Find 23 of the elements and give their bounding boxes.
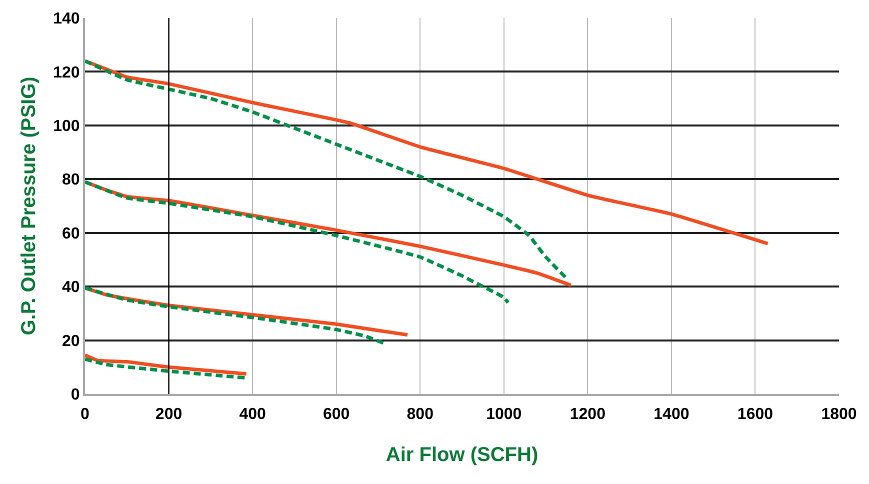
x-tick-label: 1000 — [486, 406, 522, 424]
x-axis-title: Air Flow (SCFH) — [386, 444, 538, 466]
x-tick-label: 200 — [155, 406, 182, 424]
line-series — [85, 180, 510, 304]
x-tick-label: 600 — [322, 406, 350, 424]
x-tick-label: 1800 — [821, 406, 857, 424]
x-tick-label: 1200 — [570, 406, 606, 424]
y-tick-label: 80 — [62, 172, 80, 189]
y-tick-label: 0 — [70, 386, 80, 404]
y-tick-label: 60 — [62, 225, 80, 242]
line-series — [85, 59, 568, 280]
x-tick-label: 1400 — [654, 406, 690, 424]
y-tick-label: 140 — [53, 10, 80, 28]
x-tick-label: 1600 — [737, 406, 774, 424]
line-series — [85, 59, 770, 246]
x-tick-label: 800 — [406, 406, 434, 424]
y-tick-label: 100 — [53, 118, 80, 136]
y-tick-label: 40 — [62, 279, 80, 296]
y-tick-label: 120 — [53, 64, 80, 82]
y-axis-title: G.P. Outlet Pressure (PSIG) — [18, 76, 40, 336]
x-tick-label: 400 — [239, 406, 266, 424]
line-series — [85, 353, 248, 376]
y-tick-label: 20 — [62, 332, 80, 350]
